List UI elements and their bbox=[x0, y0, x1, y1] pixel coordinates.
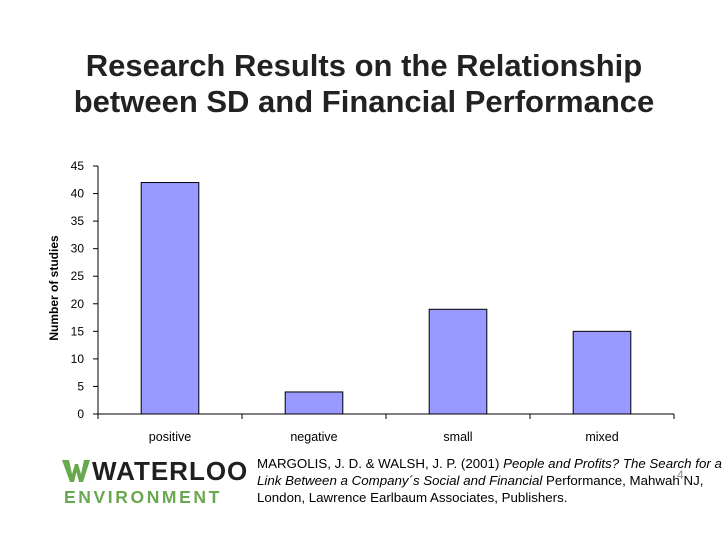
waterloo-environment-logo: WATERLOO ENVIRONMENT bbox=[62, 456, 252, 507]
page-number: 4 bbox=[677, 468, 684, 482]
y-tick-label: 15 bbox=[71, 324, 85, 338]
logo-w-icon bbox=[62, 460, 90, 482]
citation-authors: MARGOLIS, J. D. & WALSH, J. P. (2001) bbox=[257, 456, 504, 471]
logo-subtitle: ENVIRONMENT bbox=[64, 487, 222, 507]
bar-mixed bbox=[572, 330, 632, 415]
y-tick-label: 20 bbox=[71, 297, 85, 311]
logo-wordmark: WATERLOO bbox=[92, 456, 249, 486]
bar-negative bbox=[284, 391, 344, 415]
y-tick-label: 5 bbox=[77, 379, 84, 393]
x-tick-label: positive bbox=[149, 430, 191, 444]
title-line-1: Research Results on the Relationship bbox=[85, 48, 643, 83]
x-tick-label: small bbox=[443, 430, 472, 444]
y-tick-label: 25 bbox=[71, 269, 85, 283]
y-tick-label: 40 bbox=[71, 187, 85, 201]
x-tick-label: mixed bbox=[585, 430, 618, 444]
bar-small bbox=[428, 308, 488, 415]
title-line-2: between SD and Financial Performance bbox=[73, 84, 655, 119]
y-tick-label: 10 bbox=[71, 352, 85, 366]
bar-chart: 0 5 10 15 20 25 30 35 40 45 Number of studies posit… bbox=[47, 159, 675, 444]
y-axis-title: Number of studies bbox=[47, 235, 61, 341]
bar-positive bbox=[140, 182, 200, 415]
citation-publisher: Performance, Mahwah NJ, London, Lawrence… bbox=[257, 473, 704, 506]
citation-title: People and Profits? The Search for a Lin… bbox=[257, 456, 722, 489]
y-tick-label: 0 bbox=[77, 407, 84, 421]
x-tick-label: negative bbox=[290, 430, 337, 444]
slide-title: Research Results on the Relationship bet… bbox=[40, 48, 688, 120]
y-tick-label: 30 bbox=[71, 242, 85, 256]
citation: MARGOLIS, J. D. & WALSH, J. P. (2001) Pe… bbox=[257, 455, 723, 507]
y-tick-label: 45 bbox=[71, 159, 85, 173]
y-tick-label: 35 bbox=[71, 214, 85, 228]
